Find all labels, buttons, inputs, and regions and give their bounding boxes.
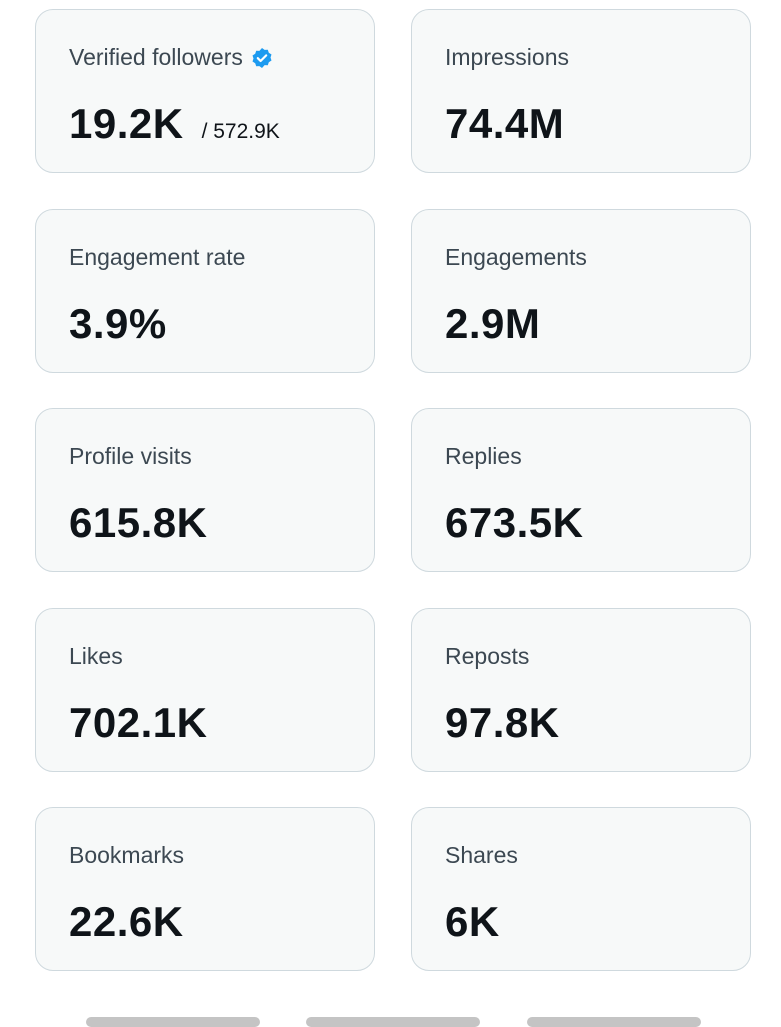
metric-value: 6K <box>445 898 500 945</box>
metric-label-text: Bookmarks <box>69 842 185 868</box>
metric-label-text: Reposts <box>445 642 530 669</box>
metric-label-text: Engagements <box>445 243 587 270</box>
tab-indicator[interactable] <box>527 1017 701 1027</box>
verified-badge <box>252 47 272 68</box>
metric-card[interactable]: Replies 673.5K <box>411 408 751 572</box>
metric-value-row: 74.4M <box>445 100 564 148</box>
metric-card[interactable]: Impressions 74.4M <box>411 9 751 173</box>
metric-value-row: 19.2K / 572.9K <box>69 100 280 148</box>
metric-value: 74.4M <box>445 100 565 147</box>
metric-value: 673.5K <box>445 499 584 546</box>
metric-card[interactable]: Verified followers 19.2K / 572.9K <box>35 9 375 173</box>
metric-card[interactable]: Reposts 97.8K <box>411 607 751 772</box>
metric-label: Verified followers <box>69 44 273 71</box>
metric-card[interactable]: Engagements 2.9M <box>411 208 751 373</box>
metric-label: Impressions <box>445 44 569 71</box>
metric-label: Likes <box>69 643 123 670</box>
metric-label: Profile visits <box>69 443 192 470</box>
metric-value: 702.1K <box>69 698 208 746</box>
metric-label: Bookmarks <box>69 842 184 869</box>
metric-card[interactable]: Likes 702.1K <box>35 607 375 772</box>
metric-value-row: 702.1K <box>69 699 207 747</box>
metric-label-text: Shares <box>445 842 518 868</box>
metric-card[interactable]: Profile visits 615.8K <box>35 408 375 572</box>
metric-card[interactable]: Shares 6K <box>411 807 751 971</box>
metric-sub-value: / 572.9K <box>201 120 280 143</box>
metric-label: Engagements <box>445 244 587 271</box>
metric-label-text: Profile visits <box>69 443 192 469</box>
metric-label: Replies <box>445 443 522 470</box>
metric-value-row: 3.9% <box>69 300 167 348</box>
metric-value-row: 22.6K <box>69 898 184 946</box>
metric-value: 22.6K <box>69 898 184 945</box>
metric-value: 97.8K <box>445 698 560 746</box>
metric-value: 19.2K <box>69 100 184 147</box>
metric-value: 3.9% <box>69 299 167 347</box>
metric-value: 615.8K <box>69 499 208 546</box>
metric-value-row: 2.9M <box>445 300 540 348</box>
metric-value-row: 6K <box>445 898 500 946</box>
tab-indicator[interactable] <box>86 1017 260 1027</box>
metric-label: Shares <box>445 842 518 869</box>
metric-card[interactable]: Engagement rate 3.9% <box>35 208 375 373</box>
metric-label-text: Impressions <box>445 44 569 70</box>
metric-label-text: Likes <box>69 642 123 669</box>
metric-card[interactable]: Bookmarks 22.6K <box>35 807 375 971</box>
metric-value-row: 97.8K <box>445 699 560 747</box>
metric-label-text: Verified followers <box>69 44 243 70</box>
metric-label-text: Replies <box>445 443 522 469</box>
metric-value-row: 615.8K <box>69 499 207 547</box>
metric-label: Reposts <box>445 643 529 670</box>
metric-label: Engagement rate <box>69 244 245 271</box>
metric-value: 2.9M <box>445 299 541 347</box>
metric-value-row: 673.5K <box>445 499 583 547</box>
metric-label-text: Engagement rate <box>69 243 246 270</box>
tab-indicator[interactable] <box>306 1017 480 1027</box>
